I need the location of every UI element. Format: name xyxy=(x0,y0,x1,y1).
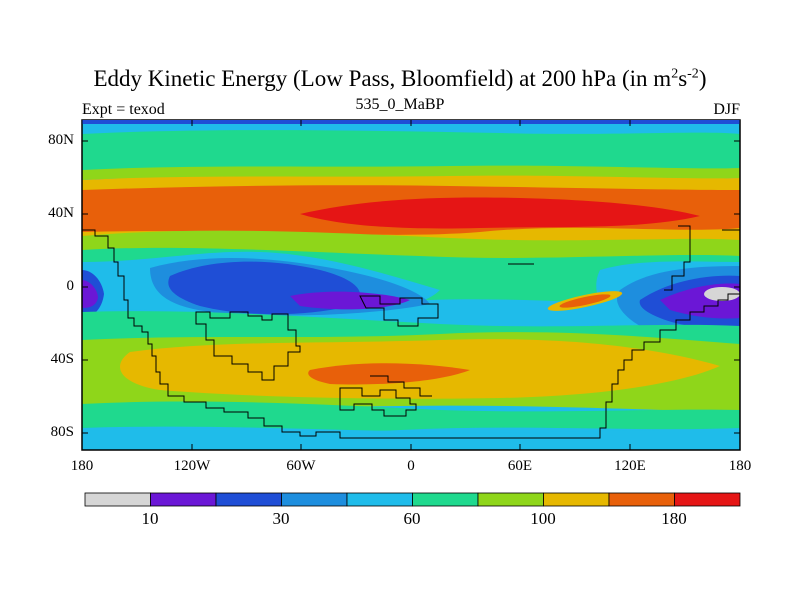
colorbar-label: 10 xyxy=(141,509,159,528)
continent-outlines xyxy=(82,225,740,439)
colorbar-label: 180 xyxy=(661,509,687,528)
outline-africa xyxy=(359,295,439,327)
x-tick-label: 180 xyxy=(728,458,752,474)
outline-southamerica xyxy=(195,311,301,381)
outline-east-coast xyxy=(664,225,691,291)
x-tick-label: 180 xyxy=(70,458,94,474)
chart-title: Eddy Kinetic Energy (Low Pass, Bloomfiel… xyxy=(93,66,707,91)
band-sh-60-green xyxy=(82,401,740,432)
colorbar-label: 30 xyxy=(272,509,290,528)
colorbar-label: 60 xyxy=(403,509,421,528)
outline-main xyxy=(82,229,740,439)
colorbar-swatch xyxy=(608,492,675,507)
y-tick-label: 80N xyxy=(48,132,74,148)
band-nh-60-green xyxy=(82,130,740,170)
colorbar-swatch xyxy=(543,492,610,507)
colorbar-swatch xyxy=(346,492,413,507)
y-tick-label: 40N xyxy=(48,205,74,221)
indian-ocean-orange xyxy=(559,294,611,308)
colorbar-swatch xyxy=(477,492,544,507)
colorbar-swatch xyxy=(412,492,479,507)
colorbar-swatch xyxy=(281,492,348,507)
colorbar-label: 100 xyxy=(530,509,556,528)
eke-field xyxy=(82,120,740,450)
band-sh-jet-orange xyxy=(308,363,470,385)
colorbar-swatch xyxy=(215,492,282,507)
x-tick-label: 120E xyxy=(614,458,646,474)
y-tick-label: 80S xyxy=(50,424,74,440)
colorbar xyxy=(84,492,741,507)
subtitle-run-id: 535_0_MaBP xyxy=(355,96,445,113)
outline-antarctic-peninsula xyxy=(339,387,417,417)
subtitle-season: DJF xyxy=(713,101,740,118)
x-tick-label: 60W xyxy=(286,458,316,474)
band-nh-jet-core xyxy=(300,197,700,229)
east-pacific-minimum xyxy=(704,287,740,301)
y-tick-label: 0 xyxy=(66,278,75,294)
outline-island-arc xyxy=(370,375,432,397)
colorbar-swatch xyxy=(84,492,151,507)
colorbar-swatch xyxy=(150,492,217,507)
x-tick-label: 0 xyxy=(407,458,415,474)
colorbar-swatch xyxy=(674,492,741,507)
x-tick-label: 120W xyxy=(173,458,211,474)
y-tick-label: 40S xyxy=(50,351,74,367)
x-tick-label: 60E xyxy=(507,458,533,474)
subtitle-experiment: Expt = texod xyxy=(82,101,165,118)
axis-ticks xyxy=(81,120,741,450)
